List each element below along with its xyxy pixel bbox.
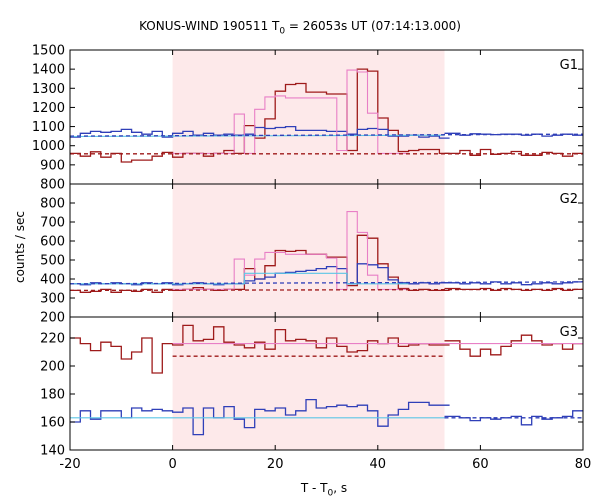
highlight-interval: [172, 50, 445, 450]
g3-ytick-label: 160: [40, 416, 65, 431]
xtick-label: 0: [168, 457, 176, 472]
g3-series-blue-2: [70, 398, 450, 436]
g2-ytick-label: 600: [40, 235, 65, 250]
g1-ytick-label: 1500: [32, 44, 65, 59]
g1-ytick-label: 1100: [32, 120, 65, 135]
g2-series-blue-7: [69, 281, 584, 285]
xtick-label: 40: [370, 457, 387, 472]
g3-ytick-label: 140: [40, 444, 65, 459]
g2-ytick-label: 800: [40, 197, 65, 212]
g3-panel-frame: [69, 316, 584, 451]
g1-ytick-label: 1000: [32, 139, 65, 154]
g1-series-pink-4: [172, 69, 409, 154]
g1-series-red-1: [444, 148, 583, 157]
g3-ytick-label: 220: [40, 332, 65, 347]
g1-ytick-label: 900: [40, 158, 65, 173]
g2-ytick-label: 400: [40, 273, 65, 288]
g2-ytick-label: 200: [40, 311, 65, 326]
xtick-label: 80: [575, 457, 592, 472]
g2-series-pink-4: [172, 211, 409, 290]
g3-panel-label: G3: [560, 325, 578, 340]
g1-series-blue-2: [70, 125, 450, 139]
g2-series-cyan-5: [70, 272, 409, 285]
g2-ytick-label: 500: [40, 254, 65, 269]
g2-series-red-6: [69, 288, 584, 292]
xtick-label: -20: [59, 457, 80, 472]
x-axis-label: T - T0, s: [300, 481, 348, 499]
g2-panel-label: G2: [560, 192, 578, 207]
g3-ytick-label: 200: [40, 360, 65, 375]
g1-series-cyan-5: [69, 134, 445, 138]
g1-ytick-label: 800: [40, 178, 65, 193]
xtick-label: 60: [472, 457, 489, 472]
g1-panel-label: G1: [560, 58, 578, 73]
g3-series-blue-3: [444, 410, 583, 426]
g3-ytick-label: 180: [40, 388, 65, 403]
g2-ytick-label: 700: [40, 216, 65, 231]
g1-ytick-label: 1200: [32, 101, 65, 116]
chart-title: KONUS-WIND 190511 T0 = 26053s UT (07:14:…: [139, 19, 461, 37]
y-axis-label: counts / sec: [13, 211, 27, 284]
g1-series-blue-7: [69, 133, 584, 137]
g2-series-blue-2: [70, 263, 450, 286]
xtick-label: 20: [267, 457, 284, 472]
g1-ytick-label: 1400: [32, 63, 65, 78]
g1-ytick-label: 1300: [32, 82, 65, 97]
g2-ytick-label: 300: [40, 292, 65, 307]
